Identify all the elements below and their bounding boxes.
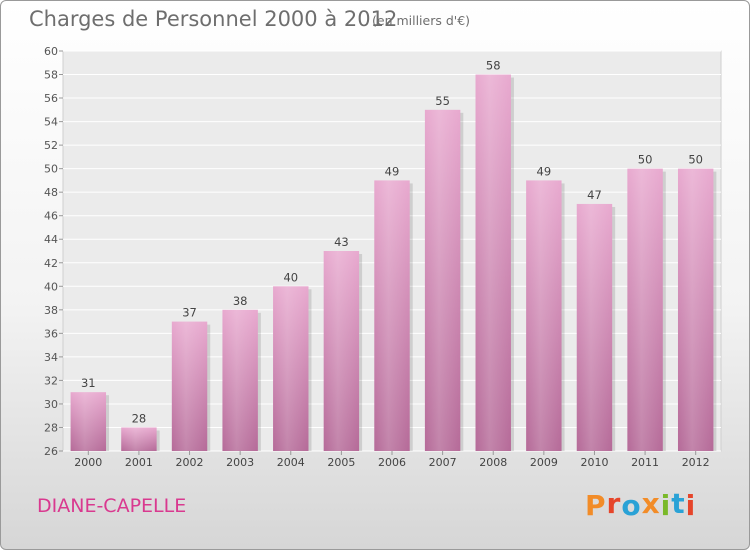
x-tick-label: 2004: [277, 456, 305, 469]
y-tick-label: 40: [44, 280, 58, 293]
brand-logo: Proxiti: [585, 487, 697, 522]
bar-value-label: 49: [537, 164, 552, 178]
x-tick-label: 2003: [226, 456, 254, 469]
x-tick-label: 2010: [580, 456, 608, 469]
x-tick-label: 2001: [125, 456, 153, 469]
bar-value-label: 47: [587, 188, 602, 202]
bar-value-label: 38: [233, 294, 248, 308]
bar-sheen: [323, 251, 360, 451]
chart-subtitle: (en milliers d'€): [372, 13, 471, 28]
x-tick-label: 2009: [530, 456, 558, 469]
bar-sheen: [171, 321, 208, 451]
bar-sheen: [374, 180, 410, 452]
y-tick-label: 60: [44, 45, 58, 58]
y-tick-label: 36: [44, 327, 58, 340]
y-tick-label: 56: [44, 92, 58, 105]
bar-sheen: [424, 109, 461, 451]
y-tick-label: 38: [44, 304, 58, 317]
x-tick-label: 2008: [479, 456, 507, 469]
y-tick-label: 50: [44, 163, 58, 176]
y-tick-label: 46: [44, 210, 58, 223]
bar-sheen: [526, 180, 562, 452]
y-tick-label: 42: [44, 257, 58, 270]
x-tick-label: 2012: [682, 456, 710, 469]
bar-sheen: [627, 168, 663, 451]
bar-sheen: [70, 392, 107, 451]
x-tick-label: 2005: [327, 456, 355, 469]
bar-value-label: 58: [486, 59, 501, 73]
y-tick-label: 28: [44, 421, 58, 434]
bar-value-label: 55: [435, 94, 450, 108]
commune-name: DIANE-CAPELLE: [37, 495, 187, 517]
y-tick-label: 58: [44, 69, 58, 82]
chart-title: Charges de Personnel 2000 à 2012: [29, 7, 398, 31]
brand-letter: r: [606, 487, 622, 520]
y-axis-ticks: 26 28 30 32 34 36 38 40 42 44 46 48 50 52 54 56 58 60: [44, 45, 63, 458]
bar-sheen: [222, 309, 258, 451]
x-axis-ticks: 2000 2001 2002 2003 2004 2005 2006 2007 2008 2009…: [74, 451, 710, 469]
y-tick-label: 52: [44, 139, 58, 152]
data-labels: 31 28 37 38 40 43 49 55 58 49 47 50 50: [81, 59, 703, 426]
y-tick-label: 32: [44, 374, 58, 387]
brand-letter: P: [585, 489, 607, 522]
bar-sheen: [677, 168, 714, 451]
bar-sheen: [576, 203, 613, 451]
x-tick-label: 2002: [176, 456, 204, 469]
bar-value-label: 49: [385, 164, 400, 178]
bar-sheen: [121, 427, 157, 451]
y-tick-label: 34: [44, 351, 58, 364]
bars: [70, 74, 717, 452]
bar-value-label: 31: [81, 376, 96, 390]
bar-value-label: 50: [638, 153, 653, 167]
brand-letter: x: [641, 487, 661, 520]
bar-value-label: 40: [283, 270, 298, 284]
bar-value-label: 28: [132, 411, 147, 425]
y-tick-label: 26: [44, 445, 58, 458]
y-tick-label: 54: [44, 116, 58, 129]
bar-value-label: 43: [334, 235, 349, 249]
y-tick-label: 30: [44, 398, 58, 411]
y-tick-label: 44: [44, 233, 58, 246]
y-tick-label: 48: [44, 186, 58, 199]
x-tick-label: 2011: [631, 456, 659, 469]
brand-letter: t: [671, 487, 686, 520]
x-tick-label: 2007: [429, 456, 457, 469]
x-tick-label: 2000: [74, 456, 102, 469]
x-tick-label: 2006: [378, 456, 406, 469]
bar-sheen: [475, 74, 511, 451]
brand-letter: o: [621, 489, 642, 522]
bar-sheen: [273, 286, 309, 451]
brand-letter: i: [660, 489, 672, 522]
bar-value-label: 50: [688, 153, 703, 167]
bar-value-label: 37: [182, 306, 197, 320]
brand-letter: i: [685, 489, 697, 522]
